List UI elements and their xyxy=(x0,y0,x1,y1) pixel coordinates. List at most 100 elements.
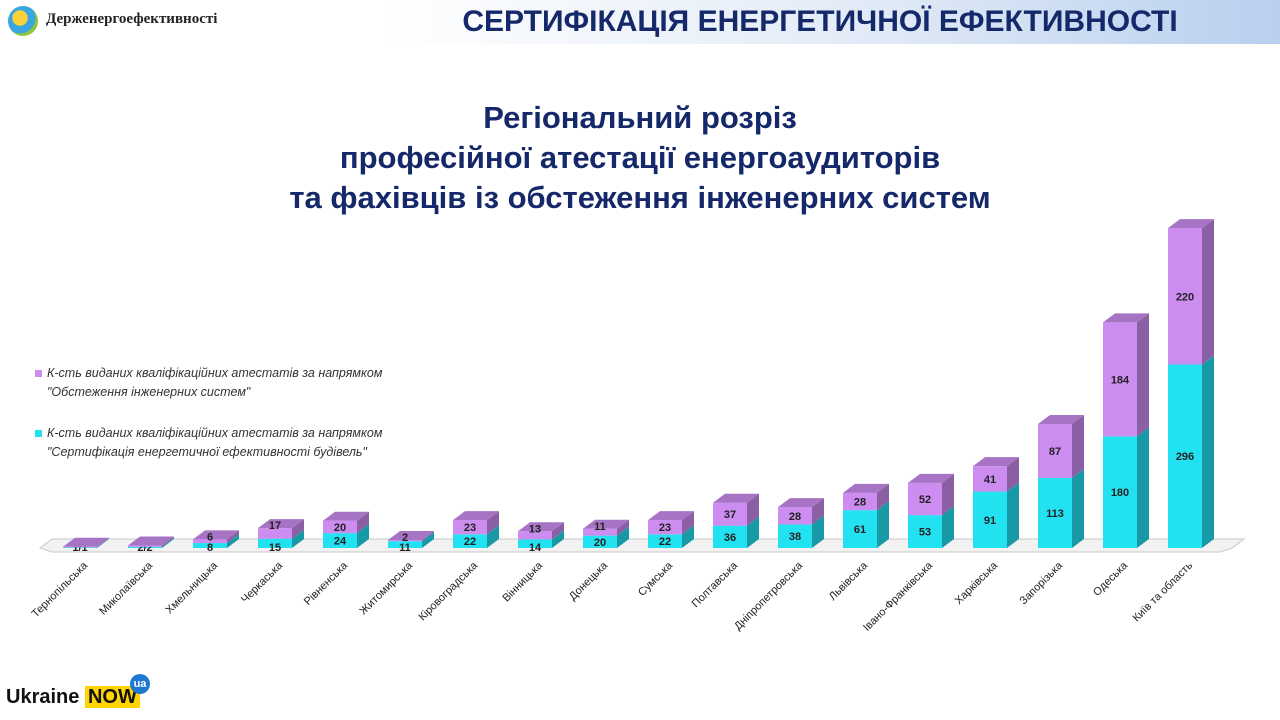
bar-face xyxy=(63,537,109,547)
bar-face xyxy=(778,507,812,525)
bar-face xyxy=(648,534,682,548)
bar-segment xyxy=(518,530,564,548)
bar-face xyxy=(258,528,292,539)
data-label: 296 xyxy=(1176,451,1194,463)
data-label: 28 xyxy=(854,497,866,509)
data-label: 24 xyxy=(334,536,347,548)
bar-face xyxy=(97,538,109,548)
bar-face xyxy=(1103,436,1137,548)
bar-face xyxy=(453,534,487,548)
bar-face xyxy=(258,519,304,529)
bar-face xyxy=(1168,219,1214,229)
legend-label: К-сть виданих кваліфікаційних атестатів … xyxy=(47,366,383,399)
data-label: 61 xyxy=(854,524,866,536)
bar-segment xyxy=(453,511,499,535)
bar-face xyxy=(518,531,552,540)
bar-segment xyxy=(1168,355,1214,548)
data-label: 23 xyxy=(464,522,476,534)
data-label: 38 xyxy=(789,531,801,543)
x-tick-label: Черкаська xyxy=(239,559,286,606)
bar-face xyxy=(162,536,174,547)
bar-face xyxy=(97,537,109,548)
bar-face xyxy=(227,530,239,544)
bar-face xyxy=(1007,457,1019,492)
bar-face xyxy=(552,522,564,540)
bar-face xyxy=(617,526,629,548)
bar-face xyxy=(1038,424,1072,478)
bar-face xyxy=(1103,322,1137,437)
chart-title-line: Регіональний розріз xyxy=(483,100,797,135)
bar-face xyxy=(747,493,759,526)
bar-face xyxy=(973,491,1007,548)
x-tick-label: Запорізька xyxy=(1018,559,1066,607)
bar-face xyxy=(617,519,629,536)
x-tick-label: Львівська xyxy=(827,559,871,603)
bar-face xyxy=(648,520,682,535)
bar-segment xyxy=(193,530,239,544)
bar-face xyxy=(292,529,304,548)
bar-face xyxy=(1103,313,1149,323)
bar-face xyxy=(453,520,487,535)
bar-segment xyxy=(648,525,694,548)
bar-segment xyxy=(973,457,1019,492)
bar-face xyxy=(583,528,617,536)
bar-segment xyxy=(1038,468,1084,548)
bar-face xyxy=(518,539,552,548)
bar-segment xyxy=(778,515,824,548)
bar-face xyxy=(1007,482,1019,548)
bar-face xyxy=(973,457,1019,467)
legend-swatch xyxy=(35,430,42,437)
bar-segment xyxy=(63,538,109,548)
bar-face xyxy=(128,546,162,548)
bar-face xyxy=(778,498,824,508)
data-label: 52 xyxy=(919,494,931,506)
data-label: 6 xyxy=(207,531,213,543)
x-tick-label: Харківська xyxy=(953,559,1001,607)
bar-face xyxy=(1072,468,1084,548)
bar-face xyxy=(1168,364,1202,548)
data-label: 8 xyxy=(207,542,213,554)
bar-face xyxy=(518,522,564,532)
data-label: 28 xyxy=(789,511,801,523)
bar-face xyxy=(583,535,617,548)
bar-segment xyxy=(323,524,369,548)
data-label: 113 xyxy=(1046,508,1064,520)
legend-swatch xyxy=(35,370,42,377)
bar-face xyxy=(713,502,747,526)
bar-segment xyxy=(648,511,694,535)
bar-segment xyxy=(258,529,304,548)
bar-segment xyxy=(323,511,369,534)
bar-segment xyxy=(63,537,109,548)
footer-badge: ua xyxy=(130,674,150,694)
logo-text: Держенергоефективності xyxy=(46,11,218,27)
data-label: 15 xyxy=(269,542,281,554)
bar-face xyxy=(292,519,304,539)
data-label: 11 xyxy=(594,521,606,533)
bar-face xyxy=(1202,219,1214,365)
bar-face xyxy=(128,536,174,546)
legend-entry: К-сть виданих кваліфікаційних атестатів … xyxy=(35,364,437,402)
bar-face xyxy=(323,533,357,548)
data-label: 13 xyxy=(529,523,541,535)
bar-face xyxy=(63,546,97,548)
data-label: 2 xyxy=(402,532,408,544)
x-tick-label: Сумська xyxy=(636,559,676,599)
bar-face xyxy=(552,530,564,548)
bar-face xyxy=(357,511,369,534)
bar-face xyxy=(973,466,1007,492)
bar-segment xyxy=(843,483,889,511)
bar-segment xyxy=(908,473,954,516)
header-title: СЕРТИФІКАЦІЯ ЕНЕРГЕТИЧНОЇ ЕФЕКТИВНОСТІ xyxy=(462,5,1178,38)
bar-segment xyxy=(843,501,889,548)
data-label: 36 xyxy=(724,532,736,544)
bar-face xyxy=(388,541,422,548)
bar-segment xyxy=(583,519,629,536)
x-tick-label: Одеська xyxy=(1091,559,1131,599)
bar-face xyxy=(908,482,942,516)
bar-face xyxy=(942,506,954,548)
bar-face xyxy=(843,510,877,548)
data-label: 22 xyxy=(464,536,476,548)
footer-brand: Ukraine xyxy=(6,686,80,708)
